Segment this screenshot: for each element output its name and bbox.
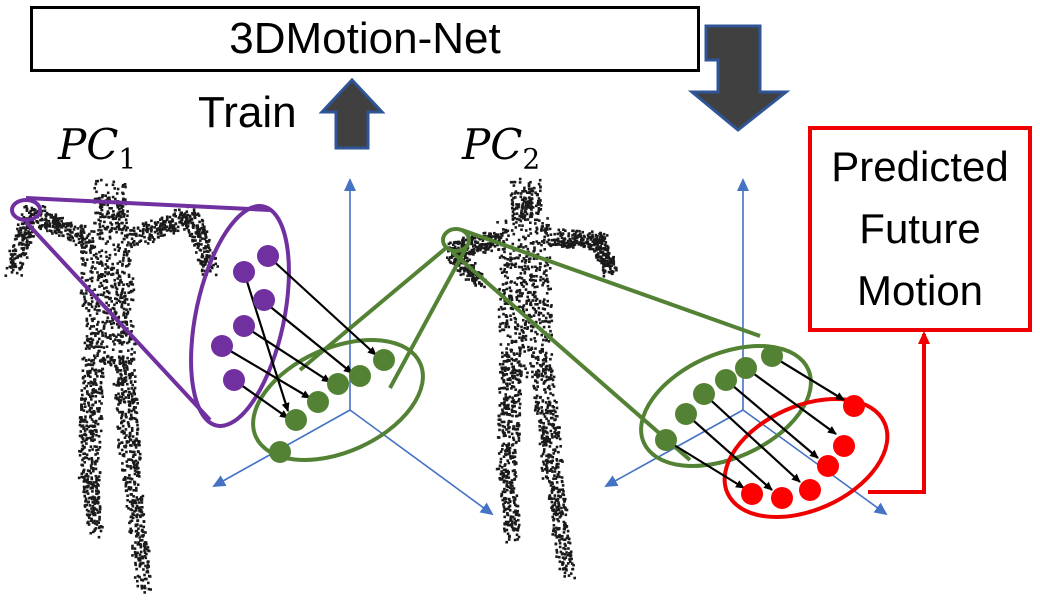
pc2-point xyxy=(349,365,371,387)
predicted-line-1: Predicted xyxy=(831,143,1009,190)
pc2-point xyxy=(285,409,307,431)
pc2-point xyxy=(761,345,783,367)
train-label: Train xyxy=(198,88,297,137)
pc2-label: PC2 xyxy=(462,120,541,176)
predicted-line-2: Future xyxy=(859,205,981,252)
point-cloud-2-human xyxy=(446,177,618,580)
pc1-point xyxy=(233,315,255,337)
pc2-point xyxy=(655,429,677,451)
pc1-point xyxy=(253,289,275,311)
pc1-label: PC1 xyxy=(58,120,137,176)
predicted-point xyxy=(741,483,763,505)
predicted-point xyxy=(833,435,855,457)
output-connector xyxy=(868,331,930,494)
pc2-point xyxy=(307,391,329,413)
predicted-point xyxy=(771,487,793,509)
pc2-point xyxy=(373,349,395,371)
pc2-point xyxy=(675,403,697,425)
network-box: 3DMotion-Net xyxy=(30,6,700,72)
pc2-point xyxy=(327,373,349,395)
pc2-point xyxy=(693,383,715,405)
pc1-point xyxy=(223,369,245,391)
pc1-points xyxy=(211,245,279,391)
predicted-line-3: Motion xyxy=(856,267,984,314)
pc1-point xyxy=(233,261,255,283)
output-bend-arrow xyxy=(687,24,791,132)
point-cloud-1-human xyxy=(4,178,219,594)
pc2-point xyxy=(269,441,291,463)
predicted-motion-box: Predicted Future Motion xyxy=(808,126,1032,332)
pc1-point xyxy=(211,335,233,357)
motion-arrows-1 xyxy=(221,255,377,419)
predicted-point xyxy=(817,455,839,477)
pc2-points-a xyxy=(269,349,395,463)
train-arrow-up xyxy=(318,77,386,150)
predicted-region xyxy=(722,397,890,519)
predicted-point xyxy=(799,479,821,501)
pc2-points-b xyxy=(655,345,783,451)
pc2-point xyxy=(715,369,737,391)
predicted-points xyxy=(741,395,865,509)
predicted-point xyxy=(843,395,865,417)
pc1-zoom-region xyxy=(10,196,291,428)
network-label: 3DMotion-Net xyxy=(229,14,501,63)
motion-arrows-2 xyxy=(665,355,845,491)
pc2-point xyxy=(735,357,757,379)
pc1-point xyxy=(257,245,279,267)
